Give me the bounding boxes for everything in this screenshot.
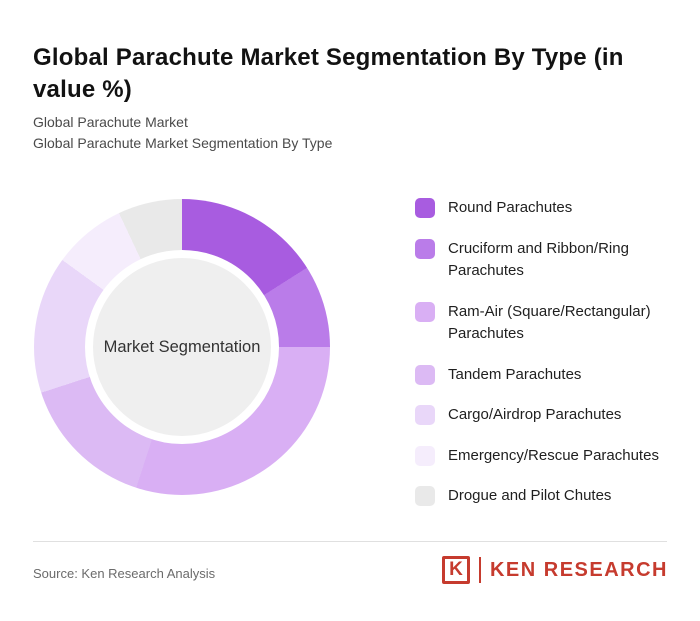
subtitle-market: Global Parachute Market xyxy=(33,114,188,130)
donut-center: Market Segmentation xyxy=(85,250,279,444)
legend-label: Emergency/Rescue Parachutes xyxy=(448,446,659,464)
legend-label: Cargo/Airdrop Parachutes xyxy=(448,406,622,423)
legend-item: Round Parachutes xyxy=(415,197,676,220)
legend-label: Cruciform and Ribbon/Ring Parachutes xyxy=(448,239,629,280)
donut-center-label: Market Segmentation xyxy=(103,337,261,356)
logo-separator xyxy=(478,557,481,583)
legend-label: Ram-Air (Square/Rectangular) Parachutes xyxy=(448,302,651,343)
legend-swatch xyxy=(415,364,435,385)
footer-divider xyxy=(33,541,667,542)
legend-item: Tandem Parachutes xyxy=(415,364,676,387)
subtitle-segmentation: Global Parachute Market Segmentation By … xyxy=(33,135,333,151)
legend-swatch xyxy=(415,405,435,425)
legend-item: Emergency/Rescue Parachutes xyxy=(415,445,676,468)
legend-item: Ram-Air (Square/Rectangular) Parachutes xyxy=(415,301,676,346)
legend-label: Tandem Parachutes xyxy=(448,365,582,383)
legend-item: Cargo/Airdrop Parachutes xyxy=(415,404,676,427)
legend-swatch xyxy=(415,445,435,466)
legend-label: Round Parachutes xyxy=(448,199,573,216)
donut-chart: Market Segmentation xyxy=(34,199,330,495)
legend-item: Cruciform and Ribbon/Ring Parachutes xyxy=(415,238,676,283)
legend-item: Drogue and Pilot Chutes xyxy=(415,485,676,508)
logo-brand-text: KEN RESEARCH xyxy=(489,558,668,581)
legend-swatch xyxy=(415,238,435,259)
legend-swatch xyxy=(415,486,435,506)
page-title: Global Parachute Market Segmentation By … xyxy=(33,44,624,104)
legend-swatch xyxy=(415,198,435,218)
ken-research-logo: K KEN RESEARCH xyxy=(441,556,668,584)
legend: Round Parachutes Cruciform and Ribbon/Ri… xyxy=(415,197,676,508)
source-text: Source: Ken Research Analysis xyxy=(33,566,216,581)
legend-label: Drogue and Pilot Chutes xyxy=(448,487,612,504)
logo-k-icon: K xyxy=(441,556,470,584)
legend-swatch xyxy=(415,301,435,322)
